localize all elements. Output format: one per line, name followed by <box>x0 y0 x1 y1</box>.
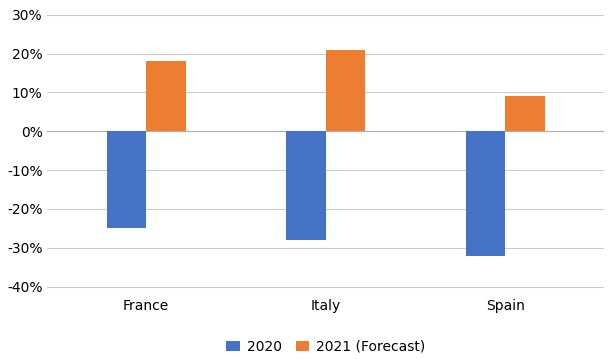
Bar <box>326 50 365 131</box>
Bar <box>505 96 545 131</box>
Bar <box>286 131 326 240</box>
Bar <box>466 131 505 256</box>
Legend: 2020, 2021 (Forecast): 2020, 2021 (Forecast) <box>221 334 431 359</box>
Bar <box>146 61 186 131</box>
Bar <box>107 131 146 228</box>
